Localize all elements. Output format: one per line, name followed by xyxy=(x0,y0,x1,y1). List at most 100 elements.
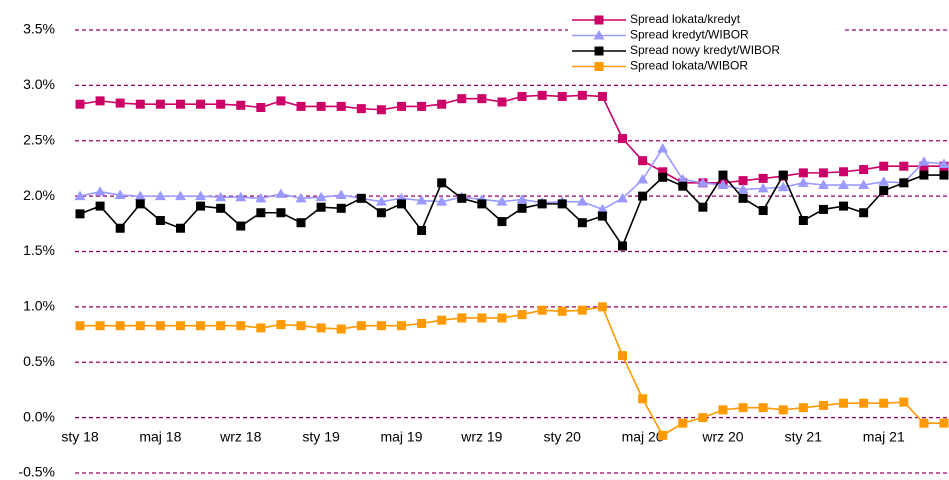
marker xyxy=(115,321,125,331)
marker xyxy=(919,161,929,171)
marker xyxy=(477,313,487,323)
marker xyxy=(174,190,186,201)
marker xyxy=(638,156,648,166)
marker xyxy=(196,201,206,211)
marker xyxy=(417,225,427,235)
marker xyxy=(618,134,628,144)
marker xyxy=(356,104,366,114)
x-tick-label: maj 20 xyxy=(622,428,664,444)
marker xyxy=(557,199,567,209)
marker xyxy=(758,206,768,216)
marker xyxy=(75,99,85,109)
marker xyxy=(496,196,508,206)
series-line xyxy=(79,94,944,184)
marker xyxy=(457,193,467,203)
x-tick-label: maj 19 xyxy=(380,428,422,444)
marker xyxy=(155,321,165,331)
marker xyxy=(798,168,808,178)
marker xyxy=(557,91,567,101)
marker xyxy=(95,321,105,331)
y-tick-label: 3.5% xyxy=(23,21,55,37)
marker xyxy=(658,172,668,182)
marker xyxy=(576,196,588,206)
marker xyxy=(859,165,869,175)
marker xyxy=(255,192,267,203)
marker xyxy=(256,323,266,333)
marker xyxy=(596,203,608,214)
x-tick-label: sty 18 xyxy=(61,428,99,444)
marker xyxy=(798,215,808,225)
y-tick-label: 2.5% xyxy=(23,131,55,147)
marker xyxy=(236,100,246,110)
marker xyxy=(256,208,266,218)
marker xyxy=(517,310,527,320)
marker xyxy=(356,193,366,203)
marker xyxy=(939,418,949,428)
marker xyxy=(594,46,604,56)
marker xyxy=(376,105,386,115)
marker xyxy=(396,101,406,111)
marker xyxy=(677,174,689,184)
marker xyxy=(839,167,849,177)
marker xyxy=(216,321,226,331)
series-line xyxy=(80,305,944,437)
y-tick-label: 0.5% xyxy=(23,353,55,369)
marker xyxy=(336,101,346,111)
marker xyxy=(918,156,930,166)
marker xyxy=(637,174,649,184)
marker xyxy=(335,189,347,200)
marker xyxy=(115,98,125,108)
marker xyxy=(899,178,909,188)
marker xyxy=(594,15,604,25)
x-tick-label: wrz 20 xyxy=(701,428,743,444)
marker xyxy=(457,94,467,104)
marker xyxy=(757,182,769,193)
marker xyxy=(75,321,85,331)
marker xyxy=(114,189,126,200)
marker xyxy=(235,191,247,202)
marker xyxy=(175,321,185,331)
marker xyxy=(276,96,286,106)
marker xyxy=(919,170,929,180)
x-tick-label: wrz 19 xyxy=(460,428,502,444)
legend-label: Spread lokata/WIBOR xyxy=(630,59,748,73)
marker xyxy=(737,183,749,194)
series-line xyxy=(79,173,944,248)
marker xyxy=(738,176,748,186)
marker xyxy=(236,221,246,231)
marker xyxy=(778,170,788,180)
marker xyxy=(839,398,849,408)
marker xyxy=(396,321,406,331)
marker xyxy=(376,208,386,218)
marker xyxy=(657,143,669,153)
marker xyxy=(196,321,206,331)
y-tick-label: 0.0% xyxy=(23,408,55,424)
marker xyxy=(818,400,828,410)
marker xyxy=(74,190,86,201)
marker xyxy=(618,351,628,361)
marker xyxy=(216,203,226,213)
legend-label: Spread lokata/kredyt xyxy=(630,12,741,26)
y-tick-label: -0.5% xyxy=(18,464,55,480)
marker xyxy=(477,94,487,104)
marker xyxy=(638,191,648,201)
marker xyxy=(577,305,587,315)
marker xyxy=(617,192,629,203)
marker xyxy=(859,208,869,218)
marker xyxy=(537,305,547,315)
marker xyxy=(678,181,688,191)
marker xyxy=(154,190,166,201)
marker xyxy=(879,398,889,408)
marker xyxy=(698,202,708,212)
marker xyxy=(256,103,266,113)
marker xyxy=(134,190,146,201)
marker xyxy=(94,186,106,196)
marker xyxy=(717,179,729,190)
marker xyxy=(375,196,387,206)
marker xyxy=(537,90,547,100)
marker xyxy=(316,202,326,212)
marker xyxy=(416,195,428,205)
legend-box xyxy=(568,12,843,76)
marker xyxy=(175,223,185,233)
marker xyxy=(316,323,326,333)
